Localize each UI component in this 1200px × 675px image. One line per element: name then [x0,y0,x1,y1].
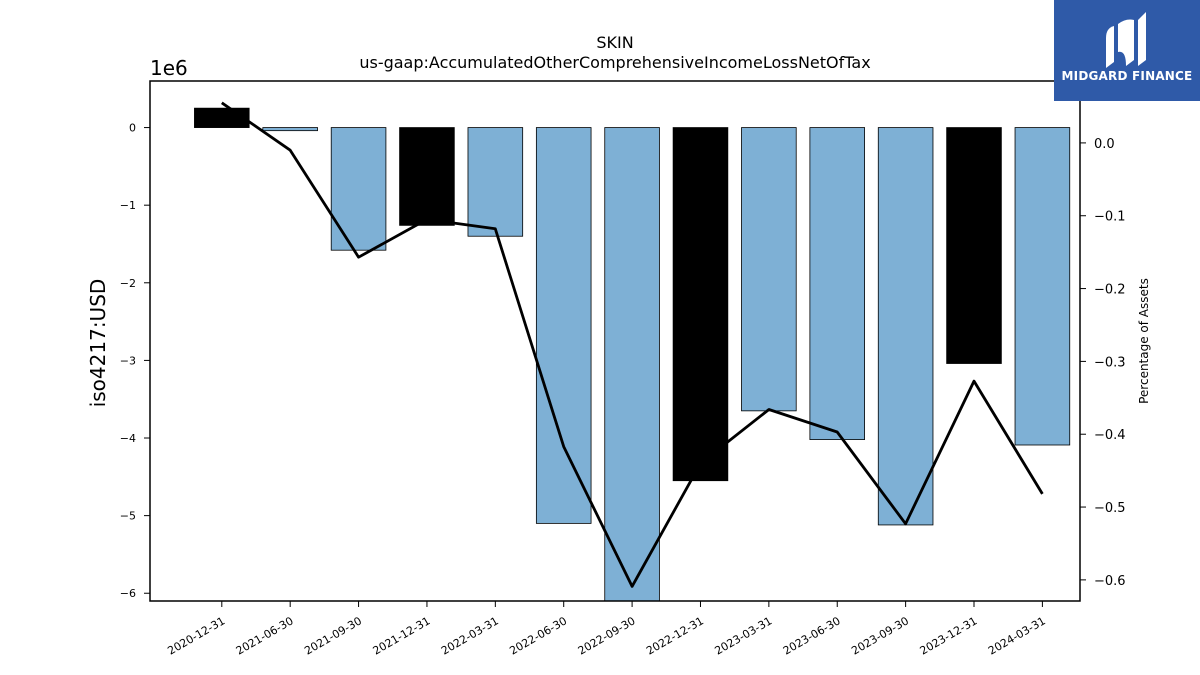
y2-tick-label: −0.3 [1094,355,1126,370]
y2-axis-label: Percentage of Assets [1137,278,1151,404]
plot-frame [149,80,1081,602]
percentage-line [221,101,1044,588]
bar [1014,127,1071,446]
bar [604,127,660,602]
bar [877,127,934,526]
y-tick-label: −4 [120,432,136,445]
logo-mark-icon [1106,12,1146,68]
y-multiplier: 1e6 [150,56,188,80]
y-tick-label: −1 [120,199,136,212]
x-tick-label: 2021-12-31 [371,614,433,657]
x-tick-label: 2023-09-30 [849,614,911,657]
y-tick-label: −3 [120,354,136,367]
x-tick-label: 2021-06-30 [234,614,296,657]
bar [262,127,318,132]
y-tick-label: −5 [120,510,136,523]
y2-tick-label: −0.4 [1094,428,1126,443]
y2-tick-label: 0.0 [1094,137,1115,152]
x-tick-label: 2023-06-30 [781,614,843,657]
bar [194,107,250,128]
y2-tick-label: −0.2 [1094,283,1126,298]
x-tick-label: 2022-06-30 [507,614,569,657]
x-tick-label: 2024-03-31 [986,614,1048,657]
logo-text: MIDGARD FINANCE [1061,69,1193,83]
y2-tick-label: −0.6 [1094,574,1126,589]
y2-tick-label: −0.5 [1094,501,1126,516]
x-tick-label: 2020-12-31 [165,614,227,657]
bar [672,127,729,482]
midgard-finance-logo: MIDGARD FINANCE [1054,0,1200,101]
y-tick-label: −6 [120,587,136,600]
y2-tick-label: −0.1 [1094,210,1126,225]
bar [535,127,592,524]
bar [741,127,797,412]
chart-title: SKIN [596,33,633,52]
x-tick-label: 2021-09-30 [302,614,364,657]
bar [946,127,1002,364]
bar [809,127,865,440]
y-tick-label: 0 [129,122,136,135]
x-tick-label: 2022-09-30 [576,614,638,657]
y-axis-label: iso4217:USD [86,279,110,408]
x-tick-label: 2022-03-31 [439,614,501,657]
bars-group [194,107,1071,602]
y-tick-label: −2 [120,277,136,290]
line-group [221,101,1044,588]
bar [399,127,455,226]
x-tick-label: 2022-12-31 [644,614,706,657]
x-tick-label: 2023-12-31 [918,614,980,657]
chart-subtitle: us-gaap:AccumulatedOtherComprehensiveInc… [359,53,870,72]
x-tick-label: 2023-03-31 [712,614,774,657]
bar [467,127,524,237]
bar [330,127,387,251]
